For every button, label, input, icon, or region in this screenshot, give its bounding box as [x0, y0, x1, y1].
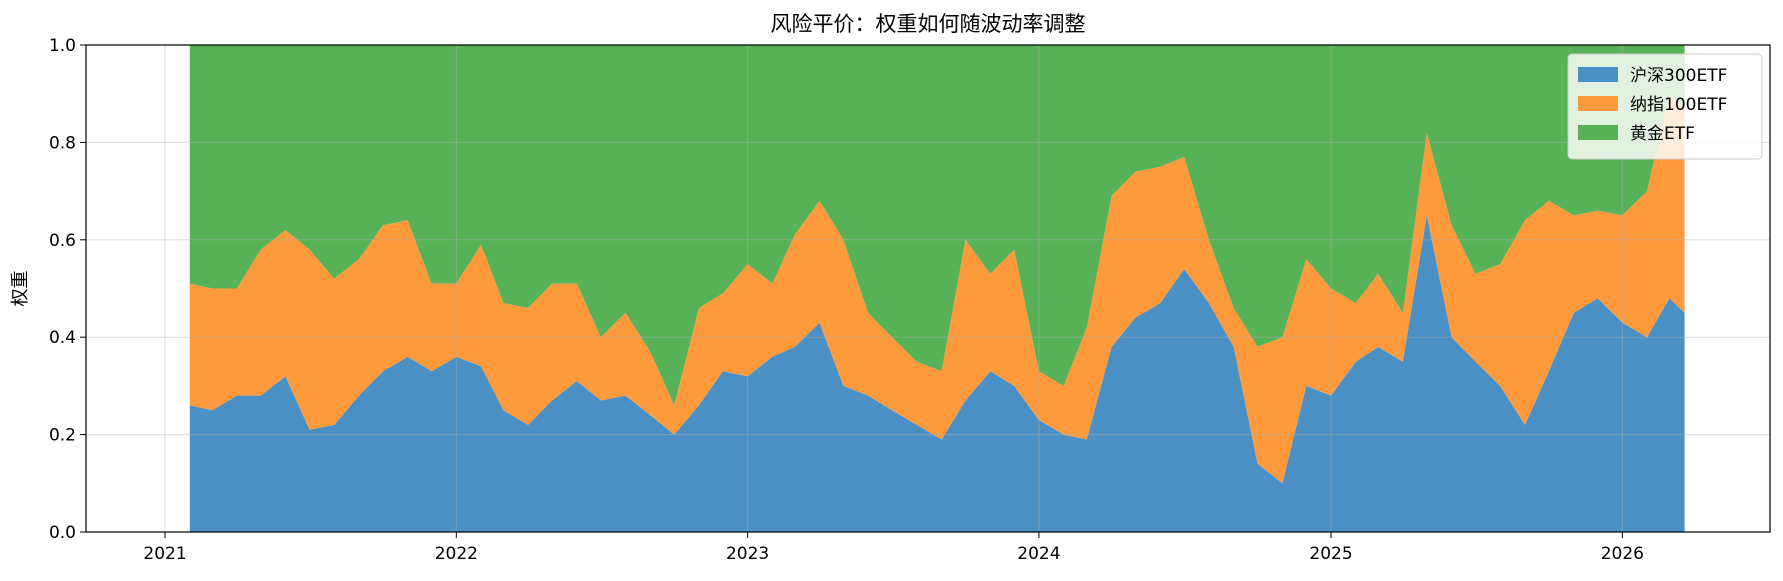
x-tick-label: 2024 — [1017, 544, 1060, 564]
y-axis-label: 权重 — [10, 271, 31, 307]
x-tick-label: 2021 — [143, 544, 186, 564]
plot-frame — [85, 44, 1771, 533]
y-tick-label: 0.2 — [49, 426, 76, 446]
x-tick-label: 2025 — [1309, 544, 1352, 564]
legend: 沪深300ETF 纳指100ETF 黄金ETF — [1567, 53, 1763, 160]
y-tick-label: 1.0 — [49, 36, 76, 56]
legend-label: 纳指100ETF — [1630, 95, 1727, 115]
area-series-3 — [189, 45, 1685, 406]
x-tick-label: 2022 — [435, 544, 478, 564]
legend-label: 沪深300ETF — [1630, 66, 1727, 86]
x-tick-label: 2026 — [1601, 544, 1644, 564]
legend-label: 黄金ETF — [1630, 124, 1695, 144]
legend-swatch — [1578, 125, 1618, 140]
y-tick-label: 0.4 — [49, 328, 76, 348]
axis-ticks: 2021 2022 2023 2024 2025 2026 0.0 0.2 0.4 0.6 0.8 1… — [49, 36, 1644, 564]
stacked-areas — [189, 45, 1685, 532]
x-tick-label: 2023 — [726, 544, 769, 564]
y-tick-label: 0.6 — [49, 231, 76, 251]
y-tick-label: 0.0 — [49, 523, 76, 543]
legend-swatch — [1578, 67, 1618, 82]
area-series-1 — [189, 215, 1685, 532]
y-tick-label: 0.8 — [49, 133, 76, 153]
chart-title: 风险平价：权重如何随波动率调整 — [771, 12, 1086, 36]
area-series-2 — [189, 93, 1685, 484]
legend-swatch — [1578, 96, 1618, 111]
